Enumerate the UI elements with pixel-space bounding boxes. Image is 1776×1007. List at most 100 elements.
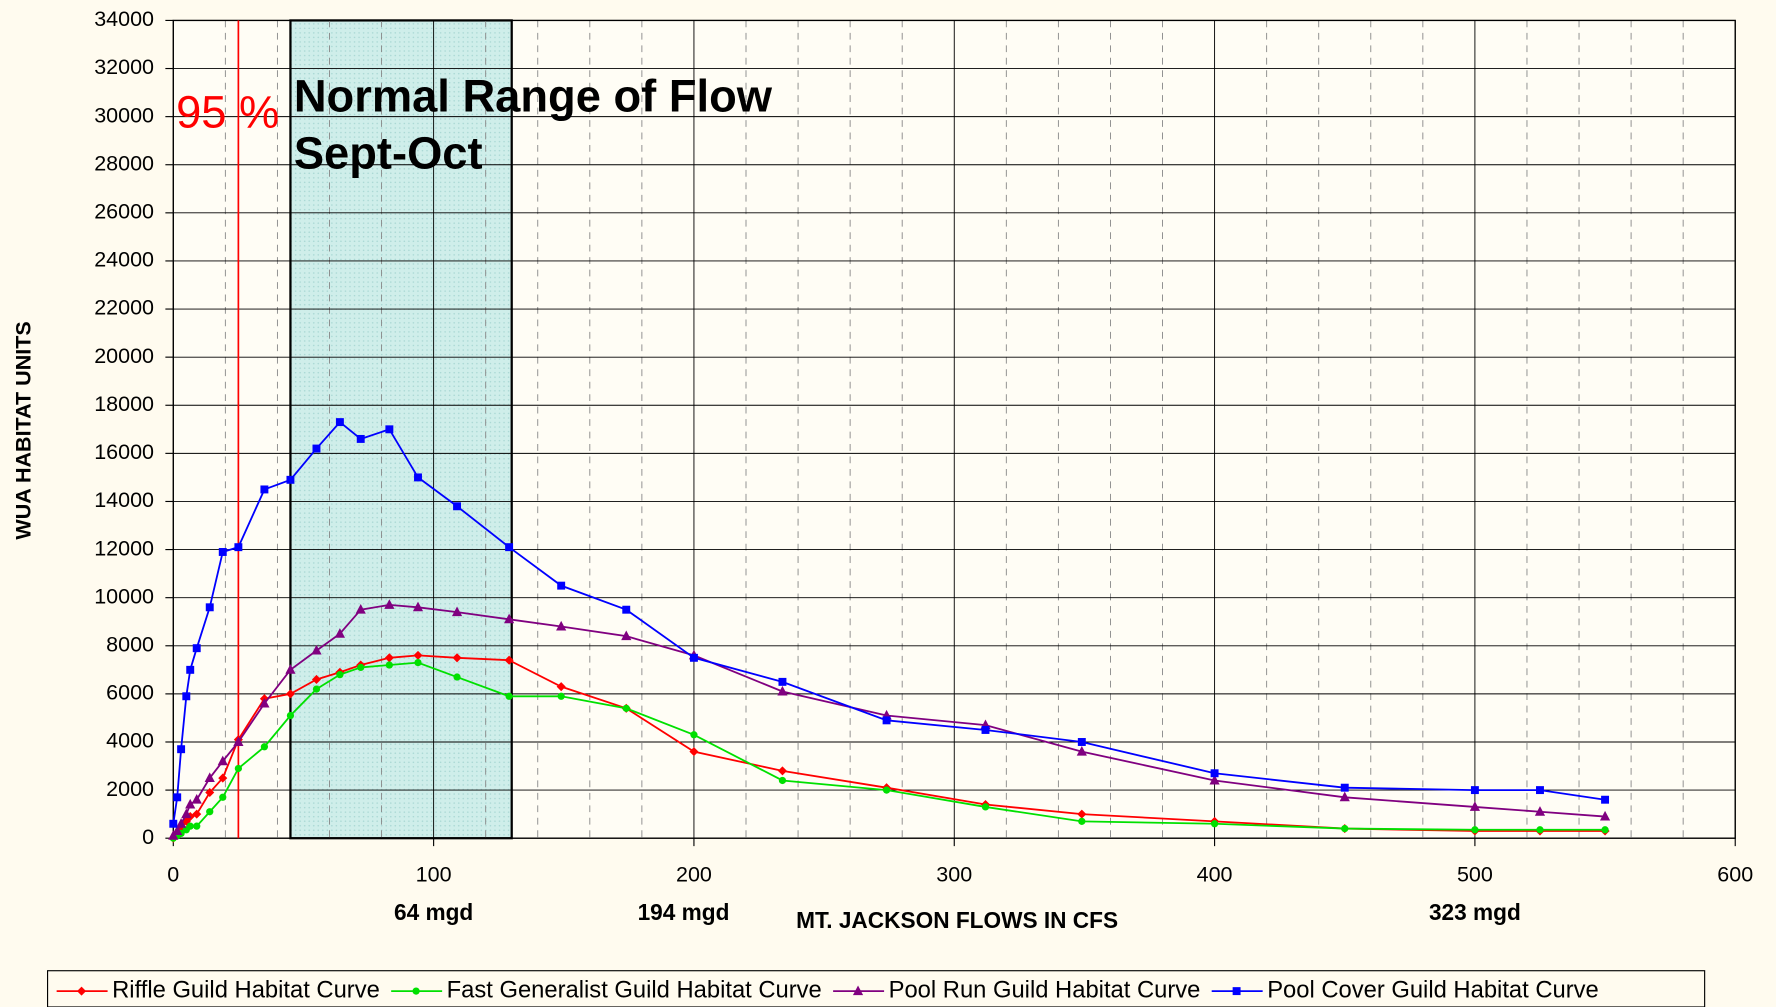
- marker: [777, 766, 787, 776]
- marker: [205, 603, 214, 612]
- marker: [1078, 817, 1086, 825]
- marker: [778, 677, 787, 686]
- marker: [1077, 809, 1087, 819]
- marker: [192, 644, 201, 653]
- marker: [1534, 806, 1546, 816]
- marker: [557, 581, 566, 590]
- marker: [206, 808, 214, 816]
- marker: [234, 764, 243, 773]
- marker: [192, 809, 202, 819]
- marker: [451, 606, 463, 617]
- y-tick-label: 32000: [94, 55, 154, 79]
- marker: [505, 543, 514, 552]
- marker: [882, 716, 891, 725]
- range-label: Sept-Oct: [294, 127, 483, 178]
- marker: [1076, 745, 1087, 756]
- marker: [882, 786, 891, 794]
- legend-label: Fast Generalist Guild Habitat Curve: [447, 976, 822, 1003]
- y-tick-label: 4000: [106, 729, 154, 753]
- marker: [218, 548, 227, 556]
- marker: [234, 543, 243, 552]
- marker: [1599, 810, 1611, 821]
- marker: [286, 711, 295, 720]
- marker: [1469, 801, 1480, 811]
- y-tick-label: 12000: [94, 536, 154, 560]
- marker: [77, 986, 87, 996]
- shaded-range: [289, 19, 513, 840]
- y-tick-label: 30000: [94, 103, 154, 127]
- marker: [384, 653, 394, 663]
- marker: [312, 685, 321, 693]
- marker: [204, 772, 215, 783]
- marker: [622, 704, 630, 712]
- marker: [1077, 738, 1086, 746]
- marker: [312, 444, 321, 453]
- marker: [334, 628, 345, 638]
- y-tick-label: 22000: [94, 296, 154, 320]
- mgd-label: 64 mgd: [394, 899, 473, 925]
- marker: [453, 502, 462, 511]
- y-tick-label: 18000: [94, 392, 154, 416]
- marker: [981, 725, 990, 734]
- y-tick-label: 14000: [94, 488, 154, 512]
- y-axis-label: WUA HABITAT UNITS: [12, 321, 36, 539]
- marker: [1601, 795, 1610, 804]
- marker: [777, 685, 788, 696]
- mgd-label: 194 mgd: [638, 899, 730, 925]
- percent-label: 95 %: [176, 87, 279, 138]
- marker: [259, 697, 270, 708]
- marker: [505, 692, 513, 700]
- marker: [414, 473, 422, 482]
- marker: [689, 747, 699, 757]
- marker: [1341, 824, 1349, 833]
- marker: [452, 653, 462, 663]
- marker: [384, 599, 395, 609]
- marker: [286, 475, 295, 484]
- marker: [169, 819, 178, 828]
- marker: [1209, 774, 1220, 785]
- y-tick-label: 26000: [94, 200, 154, 224]
- y-tick-label: 16000: [94, 440, 154, 464]
- marker: [453, 673, 461, 681]
- y-tick-label: 0: [142, 825, 154, 849]
- marker: [176, 818, 187, 828]
- y-tick-label: 24000: [94, 248, 154, 272]
- y-tick-label: 6000: [106, 681, 154, 705]
- x-tick-label: 0: [167, 862, 179, 886]
- range-label: Normal Range of Flow: [294, 71, 773, 122]
- y-tick-label: 2000: [106, 777, 154, 801]
- x-tick-label: 200: [676, 862, 712, 886]
- marker: [504, 655, 514, 665]
- marker: [182, 692, 191, 701]
- marker: [412, 601, 424, 612]
- marker: [218, 773, 228, 783]
- x-axis-label: MT. JACKSON FLOWS IN CFS: [796, 907, 1118, 933]
- marker: [1210, 820, 1219, 828]
- marker: [557, 692, 565, 700]
- marker: [981, 803, 990, 811]
- marker: [413, 650, 423, 660]
- marker: [193, 822, 201, 830]
- x-tick-label: 300: [936, 862, 972, 886]
- x-tick-label: 400: [1197, 862, 1233, 886]
- marker: [852, 985, 864, 996]
- marker: [335, 418, 344, 427]
- marker: [1339, 791, 1350, 802]
- x-tick-label: 600: [1717, 862, 1753, 886]
- marker: [556, 620, 567, 631]
- y-tick-label: 20000: [94, 344, 154, 368]
- legend-label: Pool Run Guild Habitat Curve: [889, 976, 1201, 1003]
- marker: [285, 664, 296, 674]
- marker: [1232, 987, 1241, 996]
- marker: [356, 434, 365, 443]
- marker: [311, 644, 322, 655]
- marker: [311, 674, 322, 684]
- marker: [385, 425, 394, 434]
- marker: [205, 787, 215, 798]
- marker: [173, 793, 182, 802]
- marker: [355, 604, 366, 614]
- marker: [1536, 826, 1544, 834]
- marker: [336, 671, 344, 679]
- y-tick-label: 28000: [94, 151, 154, 175]
